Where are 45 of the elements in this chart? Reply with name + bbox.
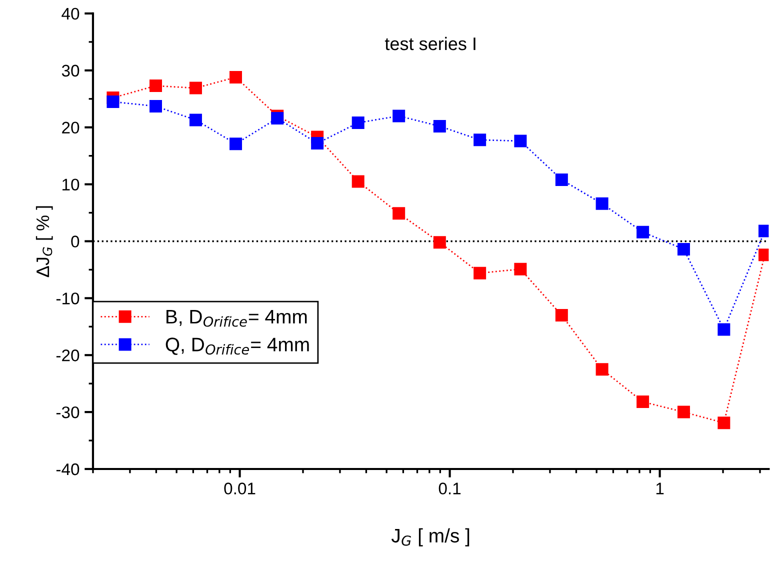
- legend-label: Q, D$_{Orifice}$= 4mm: [166, 338, 309, 355]
- point: [474, 266, 486, 280]
- point: [189, 82, 202, 94]
- point: [433, 236, 446, 249]
- point: [596, 363, 608, 376]
- point: [149, 100, 162, 113]
- point: [718, 323, 730, 336]
- y-tick-label: -10: [56, 292, 80, 304]
- y-tick-label: 40: [62, 8, 80, 20]
- point: [230, 70, 242, 84]
- point: [149, 80, 162, 92]
- point: [352, 175, 364, 188]
- point: [718, 416, 730, 430]
- point: [636, 396, 650, 408]
- point: [474, 134, 486, 146]
- text: test series I: [384, 36, 476, 50]
- x-axis-title: J$_{G}$ [ m/s ]: [391, 528, 470, 546]
- y-tick-label: -40: [56, 463, 80, 476]
- point: [636, 226, 650, 238]
- point: [189, 114, 202, 126]
- point: [677, 242, 690, 256]
- x-tick-label: 1: [656, 482, 664, 494]
- point: [352, 116, 364, 130]
- point: [311, 137, 324, 150]
- y-tick-label: -30: [56, 406, 80, 418]
- y-axis-title: ΔJ$_{G}$ [ % ]: [36, 206, 53, 278]
- y-tick-label: -20: [56, 350, 80, 362]
- point: [514, 262, 527, 276]
- point: [555, 309, 568, 322]
- point: [392, 110, 406, 122]
- point: [514, 134, 527, 148]
- x-tick-label: 0.01: [224, 482, 256, 494]
- y-tick-label: 30: [62, 64, 80, 77]
- point: [596, 197, 608, 210]
- point: [106, 95, 120, 108]
- point: [555, 173, 568, 186]
- y-tick-label: 0: [71, 236, 80, 248]
- y-tick-label: 10: [62, 178, 80, 190]
- point: [230, 138, 242, 150]
- legend-label: B, D$_{Orifice}$= 4mm: [166, 310, 307, 327]
- x-tick-label: 0.1: [438, 482, 461, 494]
- point: [392, 207, 406, 220]
- y-tick-label: 20: [62, 122, 80, 134]
- point: [677, 406, 690, 418]
- point: [433, 120, 446, 132]
